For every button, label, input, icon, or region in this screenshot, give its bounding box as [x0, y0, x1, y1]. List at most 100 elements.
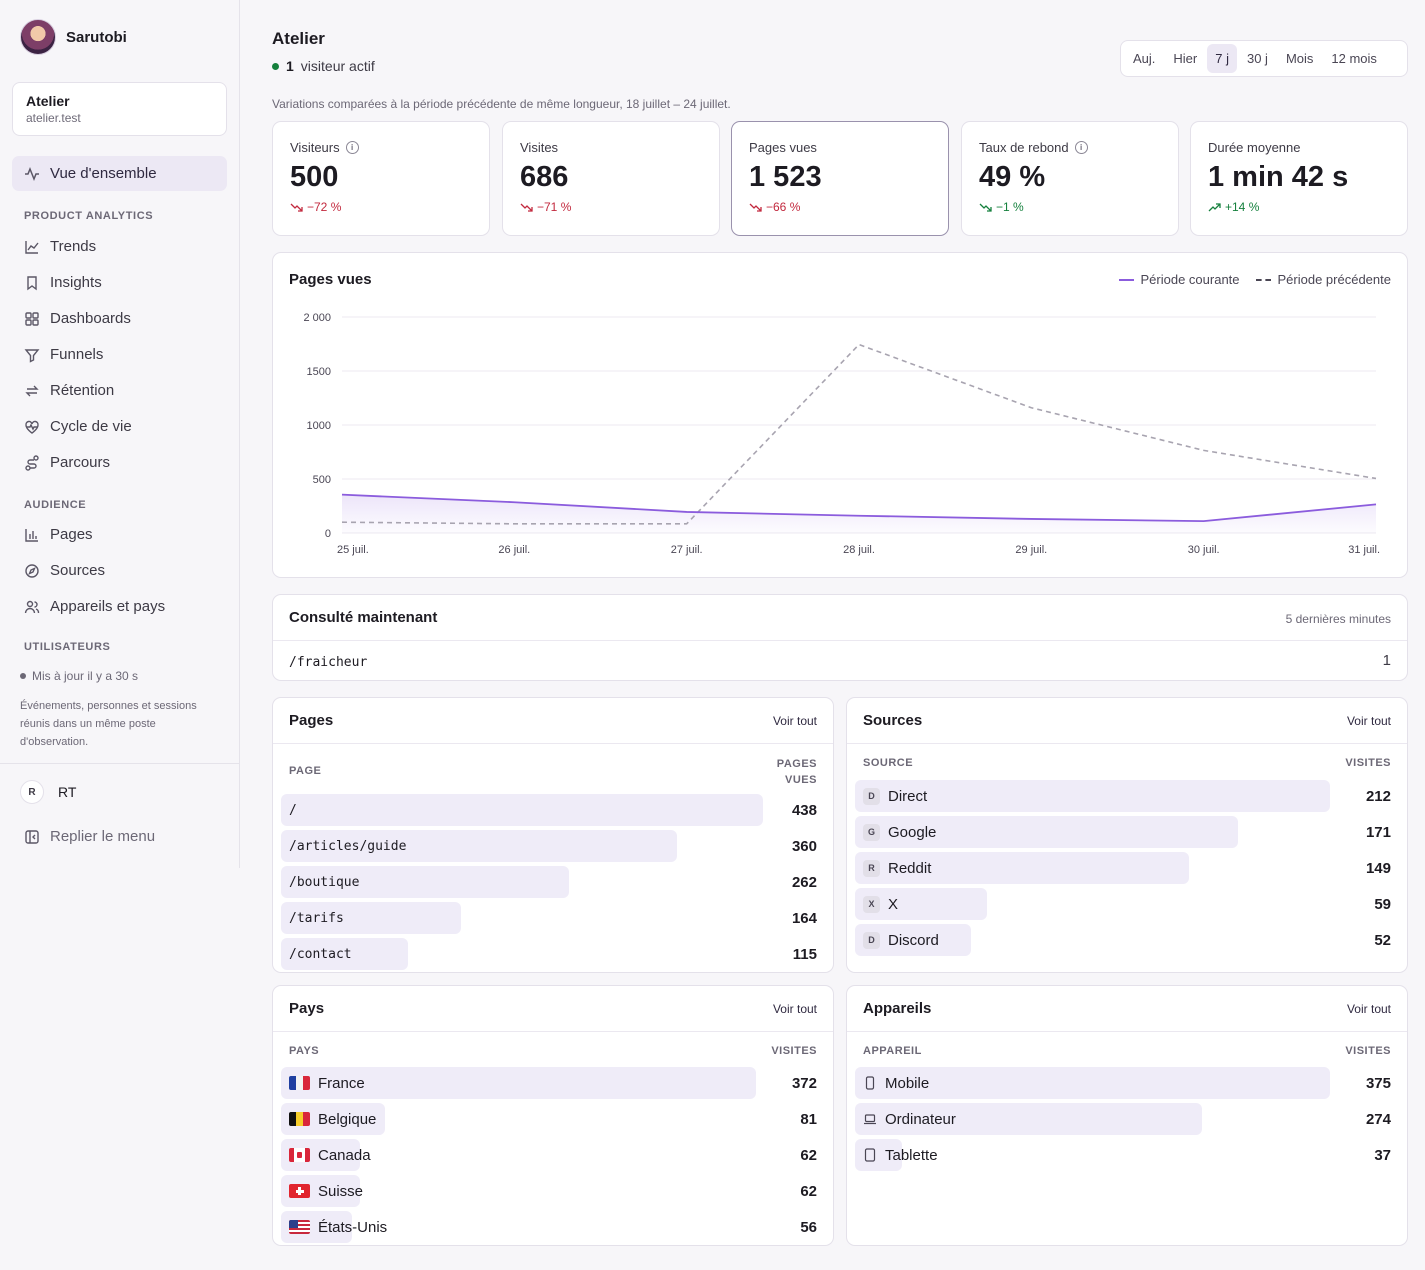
- row-label-text: /: [289, 802, 297, 818]
- table-row[interactable]: R Reddit 149: [855, 852, 1391, 884]
- row-label: /tarifs: [289, 902, 344, 934]
- users-icon: [24, 599, 40, 615]
- pages-view-all[interactable]: Voir tout: [772, 714, 817, 728]
- live-page-path[interactable]: /fraicheur: [289, 655, 368, 670]
- table-row[interactable]: Tablette 37: [855, 1139, 1391, 1171]
- devices-card: Appareils Voir tout APPAREIL VISITES Mob…: [846, 985, 1408, 1246]
- range-today[interactable]: Auj.: [1133, 51, 1156, 66]
- range-7d[interactable]: 7 j: [1207, 44, 1237, 73]
- x-tick-label: 27 juil.: [671, 544, 703, 556]
- nav-paths[interactable]: Parcours: [12, 445, 227, 480]
- table-row[interactable]: /contact 115: [281, 938, 817, 970]
- table-row[interactable]: Suisse 62: [281, 1175, 817, 1207]
- row-value: 115: [792, 945, 817, 963]
- sources-card: Sources Voir tout SOURCE VISITES D Direct…: [846, 697, 1408, 973]
- row-label: Suisse: [289, 1175, 363, 1207]
- y-tick-label: 500: [313, 474, 331, 486]
- series-line-previous[interactable]: [341, 343, 1377, 525]
- source-badge: D: [863, 931, 880, 949]
- legend-current[interactable]: Période courante: [1118, 272, 1240, 287]
- nav-retention[interactable]: Rétention: [12, 373, 227, 408]
- devices-title: Appareils: [863, 1000, 932, 1017]
- share-bar: [281, 866, 569, 898]
- nav-funnels[interactable]: Funnels: [12, 337, 227, 372]
- range-30d[interactable]: 30 j: [1246, 51, 1268, 66]
- date-range-selector: Auj. Hier 7 j 30 j Mois 12 mois: [1120, 40, 1408, 77]
- kpi-visits[interactable]: Visites 686 −71 %: [502, 121, 720, 236]
- row-value: 438: [791, 801, 817, 819]
- table-row[interactable]: Canada 62: [281, 1139, 817, 1171]
- chart-legend: Période courante Période précédente: [1118, 272, 1391, 287]
- table-row[interactable]: / 438: [281, 794, 817, 826]
- table-row[interactable]: Mobile 375: [855, 1067, 1391, 1099]
- row-label-text: Canada: [318, 1146, 371, 1164]
- divider: [847, 743, 1407, 744]
- nav-overview-label: Vue d'ensemble: [50, 165, 157, 182]
- nav-trends[interactable]: Trends: [12, 229, 227, 264]
- table-row[interactable]: D Discord 52: [855, 924, 1391, 956]
- range-12m[interactable]: 12 mois: [1331, 51, 1377, 66]
- sources-title: Sources: [863, 712, 923, 729]
- trend-down-icon: [979, 203, 992, 212]
- last-updated-text: Mis à jour il y a 30 s: [32, 669, 139, 683]
- kpi-pageviews[interactable]: Pages vues 1 523 −66 %: [731, 121, 949, 236]
- table-row[interactable]: Belgique 81: [281, 1103, 817, 1135]
- row-label-text: Belgique: [318, 1110, 377, 1128]
- range-yesterday[interactable]: Hier: [1173, 51, 1198, 66]
- row-label-text: Tablette: [885, 1146, 938, 1164]
- collapse-menu-button[interactable]: Replier le menu: [24, 828, 155, 845]
- site-switcher[interactable]: Atelier atelier.test: [12, 82, 227, 136]
- nav-pages[interactable]: Pages: [12, 517, 227, 552]
- table-row[interactable]: D Direct 212: [855, 780, 1391, 812]
- col-visits: VISITES: [771, 1045, 817, 1057]
- info-icon[interactable]: i: [1074, 141, 1088, 154]
- col-pageviews: PAGES VUES: [776, 758, 817, 786]
- page-title: Atelier: [272, 29, 325, 48]
- info-icon[interactable]: i: [345, 141, 359, 154]
- row-value: 149: [1365, 859, 1391, 877]
- kpi-avg-duration[interactable]: Durée moyenne 1 min 42 s +14 %: [1190, 121, 1408, 236]
- devices-view-all[interactable]: Voir tout: [1346, 1002, 1391, 1016]
- nav-overview[interactable]: Vue d'ensemble: [12, 156, 227, 191]
- table-row[interactable]: /tarifs 164: [281, 902, 817, 934]
- kpi-delta: −1 %: [979, 200, 1161, 214]
- brand[interactable]: Sarutobi: [20, 19, 127, 55]
- table-row[interactable]: France 372: [281, 1067, 817, 1099]
- nav-sources[interactable]: Sources: [12, 553, 227, 588]
- user-avatar: R: [20, 780, 44, 804]
- col-visits: VISITES: [1345, 1045, 1391, 1057]
- nav-dashboards[interactable]: Dashboards: [12, 301, 227, 336]
- row-label-text: Google: [888, 823, 937, 841]
- table-row[interactable]: G Google 171: [855, 816, 1391, 848]
- table-row[interactable]: /boutique 262: [281, 866, 817, 898]
- kpi-visitors[interactable]: Visiteurs i 500 −72 %: [272, 121, 490, 236]
- flag-ch-icon: [289, 1184, 310, 1198]
- row-label-text: Suisse: [318, 1182, 364, 1200]
- legend-previous[interactable]: Période précédente: [1255, 272, 1391, 287]
- range-month[interactable]: Mois: [1285, 51, 1314, 66]
- share-bar: [855, 1139, 902, 1171]
- kpi-bounce-rate[interactable]: Taux de rebond i 49 % −1 %: [961, 121, 1179, 236]
- countries-view-all[interactable]: Voir tout: [772, 1002, 817, 1016]
- table-row[interactable]: Ordinateur 274: [855, 1103, 1391, 1135]
- row-label-text: Reddit: [888, 859, 932, 877]
- nav-insights[interactable]: Insights: [12, 265, 227, 300]
- row-value: 37: [1374, 1146, 1391, 1164]
- kpi-value: 1 523: [749, 161, 822, 193]
- user-menu[interactable]: R RT: [20, 780, 76, 804]
- kpi-delta: +14 %: [1208, 200, 1390, 214]
- nav-lifecycle[interactable]: Cycle de vie: [12, 409, 227, 444]
- nav-devices-countries-label: Appareils et pays: [50, 598, 166, 615]
- y-tick-label: 2 000: [303, 312, 331, 324]
- nav-devices-countries[interactable]: Appareils et pays: [12, 589, 227, 624]
- flag-ca-icon: [289, 1148, 310, 1162]
- series-line-current[interactable]: [341, 493, 1377, 523]
- sources-view-all[interactable]: Voir tout: [1346, 714, 1391, 728]
- row-label: Mobile: [863, 1067, 929, 1099]
- funnel-icon: [24, 347, 40, 363]
- live-count: 1: [286, 58, 294, 74]
- table-row[interactable]: X X 59: [855, 888, 1391, 920]
- table-row[interactable]: États-Unis 56: [281, 1211, 817, 1243]
- row-label-text: Ordinateur: [885, 1110, 956, 1128]
- table-row[interactable]: /articles/guide 360: [281, 830, 817, 862]
